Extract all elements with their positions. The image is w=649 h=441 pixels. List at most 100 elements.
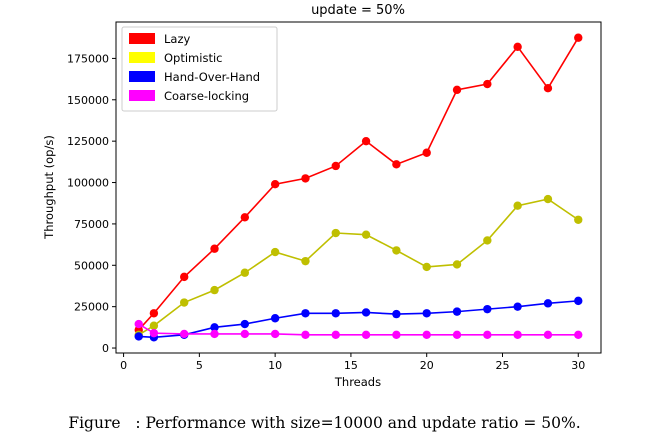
y-tick-label: 175000: [67, 52, 109, 65]
x-tick-label: 0: [120, 359, 127, 372]
series-line-hand-over-hand: [138, 300, 579, 339]
data-point: [574, 296, 583, 306]
series-coarse-locking: [134, 319, 583, 339]
data-point: [240, 319, 250, 329]
series-line-coarse-locking: [138, 323, 579, 336]
data-point: [149, 321, 159, 330]
y-tick-label: 25000: [74, 301, 109, 314]
data-point: [422, 330, 431, 339]
legend-entry: Lazy: [164, 32, 190, 46]
series-optimistic: [134, 194, 583, 339]
data-point: [574, 330, 583, 339]
data-point: [513, 42, 522, 52]
data-point: [331, 228, 340, 238]
data-point: [149, 309, 159, 318]
y-axis-label: Throughput (op/s): [42, 135, 56, 240]
data-point: [483, 79, 492, 89]
y-tick-label: 100000: [67, 177, 109, 190]
data-point: [270, 247, 280, 257]
legend-box: [121, 26, 278, 112]
caption-text: : Performance with size=10000 and update…: [135, 414, 581, 432]
figure-caption: Figure : Performance with size=10000 and…: [0, 414, 649, 432]
series-hand-over-hand: [134, 296, 583, 342]
data-point: [270, 314, 280, 323]
axes-frame: [115, 21, 602, 354]
data-point: [210, 323, 219, 332]
data-point: [543, 194, 553, 204]
data-point: [483, 304, 492, 314]
data-point: [301, 309, 310, 318]
legend-swatch: [129, 52, 155, 63]
x-tick-label: 20: [420, 359, 434, 372]
data-point: [331, 330, 340, 339]
data-point: [210, 285, 219, 295]
data-point: [210, 329, 219, 339]
series-line-lazy: [138, 37, 579, 331]
data-point: [361, 230, 371, 239]
data-point: [392, 160, 401, 169]
data-point: [301, 256, 310, 266]
data-point: [543, 84, 553, 93]
data-point: [180, 298, 189, 307]
data-point: [270, 179, 280, 189]
data-point: [361, 136, 371, 146]
data-point: [270, 329, 280, 339]
x-tick-label: 25: [495, 359, 509, 372]
data-point: [361, 308, 371, 317]
data-point: [134, 332, 143, 341]
data-point: [543, 299, 553, 308]
x-axis-label: Threads: [334, 375, 381, 389]
data-point: [392, 330, 401, 339]
data-point: [240, 213, 250, 222]
data-point: [240, 268, 250, 277]
data-point: [301, 330, 310, 339]
data-point: [331, 161, 340, 171]
data-point: [574, 33, 583, 42]
data-point: [422, 309, 431, 318]
x-tick-label: 30: [571, 359, 585, 372]
data-point: [574, 215, 583, 224]
data-point: [513, 201, 522, 210]
caption-label: Figure: [68, 414, 121, 432]
y-tick-label: 75000: [74, 218, 109, 231]
data-point: [240, 329, 250, 339]
data-point: [392, 246, 401, 255]
data-point: [134, 319, 143, 329]
y-tick-label: 125000: [67, 135, 109, 148]
y-tick-label: 50000: [74, 259, 109, 272]
data-point: [301, 174, 310, 183]
data-point: [180, 329, 189, 339]
data-point: [452, 85, 462, 95]
chart-title: update = 50%: [311, 3, 405, 18]
data-point: [361, 330, 371, 339]
data-point: [210, 244, 219, 253]
x-tick-label: 5: [196, 359, 203, 372]
legend: Lazy Optimistic Hand-Over-Hand Coarse-locki…: [121, 26, 278, 112]
legend-entry: Hand-Over-Hand: [164, 70, 260, 84]
y-tick-label: 150000: [67, 94, 109, 107]
data-point: [392, 309, 401, 319]
series-line-optimistic: [138, 198, 579, 336]
data-point: [452, 330, 462, 339]
data-point: [180, 272, 189, 282]
data-point: [452, 307, 462, 316]
legend-swatch: [129, 71, 155, 82]
data-point: [331, 309, 340, 318]
data-point: [543, 330, 553, 339]
data-point: [422, 148, 431, 157]
data-point: [452, 260, 462, 269]
y-tick-label: 0: [102, 342, 109, 355]
legend-swatch: [129, 33, 155, 44]
data-point: [513, 302, 522, 311]
legend-swatch: [129, 90, 155, 101]
data-point: [513, 330, 522, 339]
data-point: [422, 262, 431, 272]
data-point: [483, 236, 492, 245]
legend-entry: Optimistic: [164, 51, 222, 65]
data-point: [149, 328, 159, 338]
chart: update = 50% 0 5 10 15 20 25 30 0 25000 50000 7500…: [42, 3, 602, 389]
x-tick-label: 10: [268, 359, 282, 372]
legend-entry: Coarse-locking: [164, 89, 249, 103]
x-tick-label: 15: [344, 359, 358, 372]
data-point: [483, 330, 492, 339]
